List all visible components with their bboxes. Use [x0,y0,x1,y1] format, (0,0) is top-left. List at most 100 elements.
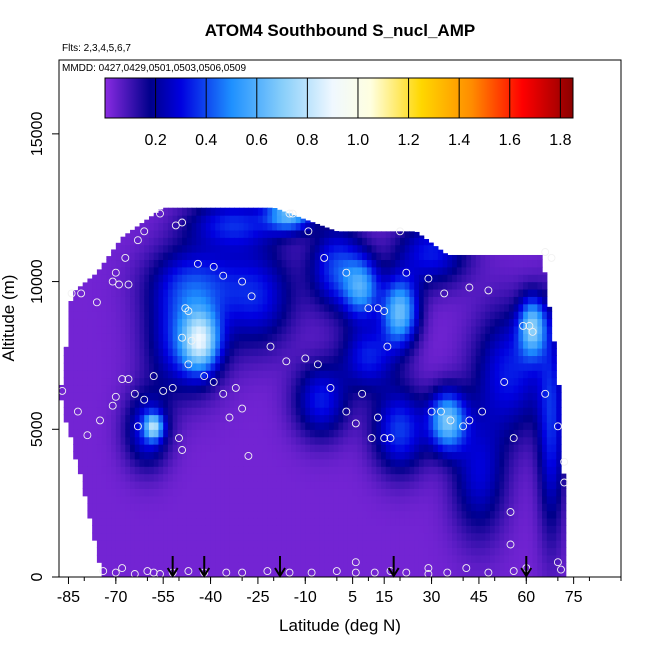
heat-cell [276,311,283,320]
heat-cell [385,421,392,430]
heat-cell [532,355,538,364]
heat-cell [111,569,117,577]
heat-cell [220,340,226,349]
heat-cell [191,421,197,430]
heat-cell [466,525,472,534]
heat-cell [310,436,316,445]
heat-cell [96,458,103,467]
heat-cell [447,311,453,320]
heat-cell [295,325,302,334]
heat-cell [494,384,501,393]
heat-cell [414,421,420,430]
heat-cell [134,399,141,408]
heat-cell [182,355,188,364]
heat-cell [229,222,235,231]
heat-cell [92,451,98,460]
heat-cell [423,473,430,482]
heat-cell [409,466,415,475]
heat-cell [201,259,207,268]
heat-cell [480,266,486,275]
heat-cell [144,222,150,231]
heat-cell [182,215,188,224]
heat-cell [224,333,231,342]
heat-cell [347,311,354,320]
heat-cell [286,362,292,371]
heat-cell [324,348,330,357]
heat-cell [399,325,406,334]
heat-cell [167,370,174,379]
heat-cell [253,466,259,475]
sample-point [462,564,471,573]
heat-cell [120,384,126,393]
heat-cell [414,569,420,577]
heat-cell [319,525,325,534]
heat-cell [205,207,212,216]
heat-cell [68,421,74,430]
heat-cell [423,239,430,246]
heat-cell [338,569,344,577]
heat-cell [68,399,74,408]
sample-point [238,277,247,286]
arrow-marker [520,556,533,578]
heat-cell [63,355,70,364]
heat-cell [381,414,387,423]
heat-cell [300,510,306,519]
heat-cell [77,429,84,438]
heat-cell [333,503,340,512]
heat-cell [248,325,254,334]
heat-cell [153,480,160,489]
heat-cell [423,259,430,268]
heat-cell [130,532,136,541]
heat-cell [338,414,344,423]
heat-cell [120,377,126,386]
heat-cell [257,444,264,453]
heat-cell [167,429,174,438]
heat-cell [286,444,292,453]
heat-cell [229,407,235,416]
heat-cell [201,207,207,216]
heat-cell [291,318,297,327]
heat-cell [537,318,543,327]
heat-cell [205,532,212,541]
heat-cell [508,355,515,364]
heat-cell [248,407,254,416]
heat-cell [163,392,169,401]
heat-cell [556,517,562,526]
heat-cell [362,266,368,275]
heat-cell [480,444,486,453]
heat-cell [366,510,373,519]
heat-cell [433,311,439,320]
heat-cell [347,429,354,438]
heat-cell [428,311,434,320]
heat-cell [130,325,136,334]
heat-cell [201,303,207,312]
heat-cell [494,466,501,475]
heat-cell [243,311,250,320]
heat-cell [343,259,349,268]
heat-cell [253,340,259,349]
heat-cell [452,532,458,541]
heat-cell [153,384,160,393]
heat-cell [186,370,193,379]
heat-cell [485,311,491,320]
sample-points-layer [59,209,569,577]
heat-cell [423,488,430,497]
heat-cell [324,227,330,231]
heat-cell [300,532,306,541]
heat-cell [366,517,373,526]
heat-cell [111,525,117,534]
heat-cell [409,554,415,563]
heat-cell [134,384,141,393]
heat-cell [139,259,145,268]
heat-cell [338,340,344,349]
heat-cell [262,532,268,541]
heat-cell [130,473,136,482]
heat-cell [461,266,467,275]
heat-cell [68,392,74,401]
heat-cell [404,458,411,467]
heat-cell [437,259,444,268]
heat-cell [238,495,245,504]
heat-cell [314,223,321,231]
heat-cell [101,429,107,438]
heat-cell [362,458,368,467]
